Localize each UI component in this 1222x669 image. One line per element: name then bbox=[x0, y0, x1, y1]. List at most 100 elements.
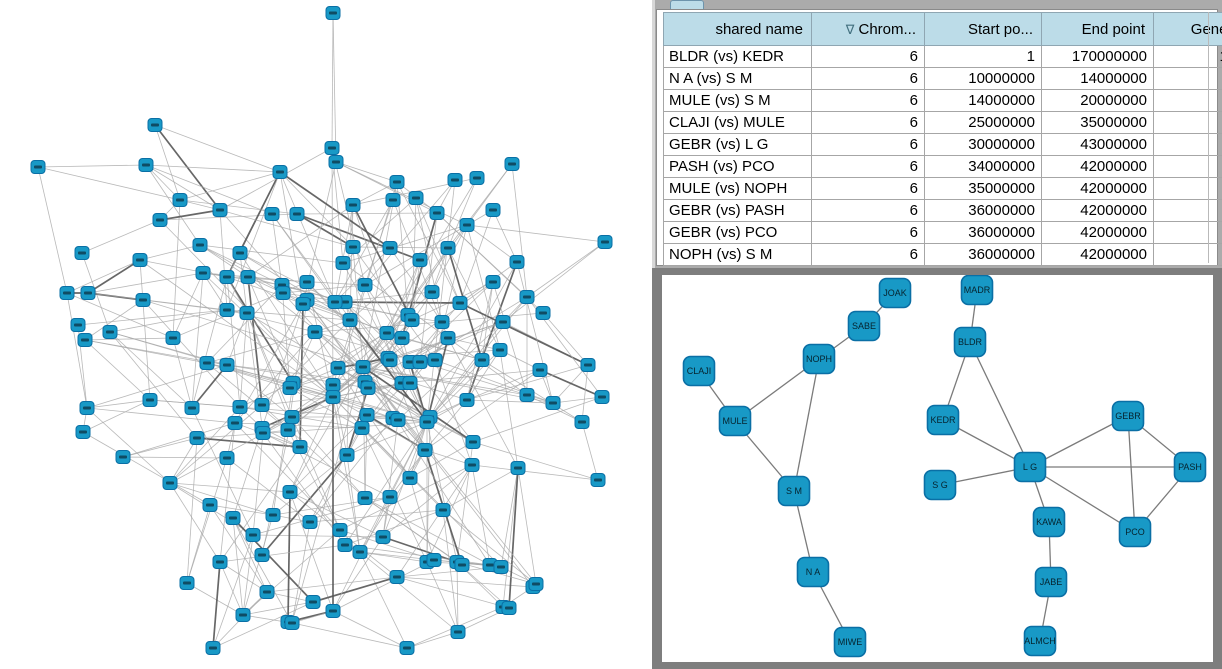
value-cell[interactable]: 6 bbox=[811, 111, 925, 134]
value-cell[interactable]: 6 bbox=[811, 45, 925, 68]
value-cell[interactable]: 6 bbox=[811, 89, 925, 112]
network-node[interactable] bbox=[138, 158, 154, 172]
network-node[interactable] bbox=[239, 306, 255, 320]
network-node[interactable] bbox=[459, 218, 475, 232]
value-cell[interactable]: 9.9 bbox=[1153, 243, 1222, 266]
network-node[interactable] bbox=[195, 266, 211, 280]
value-cell[interactable]: 42000000 bbox=[1041, 243, 1154, 266]
value-cell[interactable]: 43000000 bbox=[1041, 133, 1154, 156]
network-node[interactable] bbox=[519, 388, 535, 402]
network-node[interactable] bbox=[70, 318, 86, 332]
network-node[interactable] bbox=[299, 275, 315, 289]
detail-node-gebr[interactable]: GEBR bbox=[1111, 400, 1145, 432]
node-shape[interactable] bbox=[926, 404, 960, 436]
detail-node-madr[interactable]: MADR bbox=[960, 275, 994, 306]
value-cell[interactable]: 35000000 bbox=[1041, 111, 1154, 134]
node-shape[interactable] bbox=[1173, 451, 1207, 483]
value-cell[interactable]: 6 bbox=[811, 155, 925, 178]
network-node[interactable] bbox=[429, 206, 445, 220]
network-node[interactable] bbox=[189, 431, 205, 445]
network-node[interactable] bbox=[307, 325, 323, 339]
network-node[interactable] bbox=[459, 393, 475, 407]
value-cell[interactable]: 6 bbox=[811, 243, 925, 266]
detail-node-pco[interactable]: PCO bbox=[1118, 516, 1152, 548]
network-node[interactable] bbox=[352, 545, 368, 559]
detail-node-jabe[interactable]: JABE bbox=[1034, 566, 1068, 598]
value-cell[interactable]: 5.9 bbox=[1153, 111, 1222, 134]
value-cell[interactable]: 34000000 bbox=[924, 155, 1042, 178]
network-node[interactable] bbox=[510, 461, 526, 475]
network-node[interactable] bbox=[454, 558, 470, 572]
network-node[interactable] bbox=[495, 315, 511, 329]
network-node[interactable] bbox=[327, 295, 343, 309]
network-node[interactable] bbox=[80, 286, 96, 300]
value-cell[interactable]: 14000000 bbox=[924, 89, 1042, 112]
value-cell[interactable]: 14000000 bbox=[1041, 67, 1154, 90]
network-node[interactable] bbox=[360, 381, 376, 395]
network-node[interactable] bbox=[227, 416, 243, 430]
network-node[interactable] bbox=[452, 296, 468, 310]
network-node[interactable] bbox=[212, 555, 228, 569]
detail-node-miwe[interactable]: MIWE bbox=[833, 626, 867, 658]
network-node[interactable] bbox=[74, 246, 90, 260]
value-cell[interactable]: 6 bbox=[811, 133, 925, 156]
detail-node-kawa[interactable]: KAWA bbox=[1032, 506, 1066, 538]
table-row[interactable]: GEBR (vs) PASH636000000420000008.9 bbox=[663, 199, 1222, 222]
network-node[interactable] bbox=[382, 490, 398, 504]
shared-name-cell[interactable]: N A (vs) S M bbox=[663, 67, 812, 90]
network-node[interactable] bbox=[424, 285, 440, 299]
shared-name-cell[interactable]: GEBR (vs) PCO bbox=[663, 221, 812, 244]
network-node[interactable] bbox=[235, 608, 251, 622]
network-node[interactable] bbox=[332, 523, 348, 537]
network-node[interactable] bbox=[324, 141, 340, 155]
detail-node-claji[interactable]: CLAJI bbox=[682, 355, 716, 387]
network-node[interactable] bbox=[199, 356, 215, 370]
network-node[interactable] bbox=[284, 616, 300, 630]
network-node[interactable] bbox=[408, 191, 424, 205]
network-node[interactable] bbox=[325, 604, 341, 618]
network-node[interactable] bbox=[464, 458, 480, 472]
network-node[interactable] bbox=[345, 240, 361, 254]
detail-node-sg[interactable]: S G bbox=[923, 469, 957, 501]
network-node[interactable] bbox=[302, 515, 318, 529]
node-shape[interactable] bbox=[847, 310, 881, 342]
detail-node-mule[interactable]: MULE bbox=[718, 405, 752, 437]
network-node[interactable] bbox=[282, 485, 298, 499]
value-cell[interactable]: 36000000 bbox=[924, 199, 1042, 222]
node-shape[interactable] bbox=[682, 355, 716, 387]
shared-name-cell[interactable]: GEBR (vs) PASH bbox=[663, 199, 812, 222]
network-node[interactable] bbox=[399, 641, 415, 655]
network-node[interactable] bbox=[240, 270, 256, 284]
network-node[interactable] bbox=[402, 471, 418, 485]
network-node[interactable] bbox=[394, 331, 410, 345]
network-node[interactable] bbox=[389, 570, 405, 584]
value-cell[interactable]: 36000000 bbox=[924, 243, 1042, 266]
vertical-scrollbar[interactable] bbox=[1208, 12, 1209, 263]
shared-name-cell[interactable]: GEBR (vs) L G bbox=[663, 133, 812, 156]
network-node[interactable] bbox=[202, 498, 218, 512]
network-node[interactable] bbox=[225, 511, 241, 525]
value-cell[interactable]: 10000000 bbox=[924, 67, 1042, 90]
network-node[interactable] bbox=[545, 396, 561, 410]
network-node[interactable] bbox=[205, 641, 221, 655]
network-node[interactable] bbox=[328, 155, 344, 169]
network-node[interactable] bbox=[434, 315, 450, 329]
network-node[interactable] bbox=[132, 253, 148, 267]
network-node[interactable] bbox=[255, 426, 271, 440]
network-node[interactable] bbox=[412, 355, 428, 369]
network-node[interactable] bbox=[219, 270, 235, 284]
shared-name-cell[interactable]: NOPH (vs) S M bbox=[663, 243, 812, 266]
value-cell[interactable]: 10.5 bbox=[1153, 177, 1222, 200]
node-shape[interactable] bbox=[1023, 625, 1057, 657]
value-cell[interactable]: 6.6 bbox=[1153, 67, 1222, 90]
network-node[interactable] bbox=[359, 408, 375, 422]
network-node[interactable] bbox=[580, 358, 596, 372]
network-node[interactable] bbox=[245, 528, 261, 542]
network-node[interactable] bbox=[597, 235, 613, 249]
value-cell[interactable]: 11.4 bbox=[1153, 155, 1222, 178]
network-node[interactable] bbox=[535, 306, 551, 320]
detail-node-pash[interactable]: PASH bbox=[1173, 451, 1207, 483]
network-node[interactable] bbox=[165, 331, 181, 345]
network-overview-panel[interactable] bbox=[0, 0, 652, 669]
value-cell[interactable]: 192.0 bbox=[1153, 45, 1222, 68]
